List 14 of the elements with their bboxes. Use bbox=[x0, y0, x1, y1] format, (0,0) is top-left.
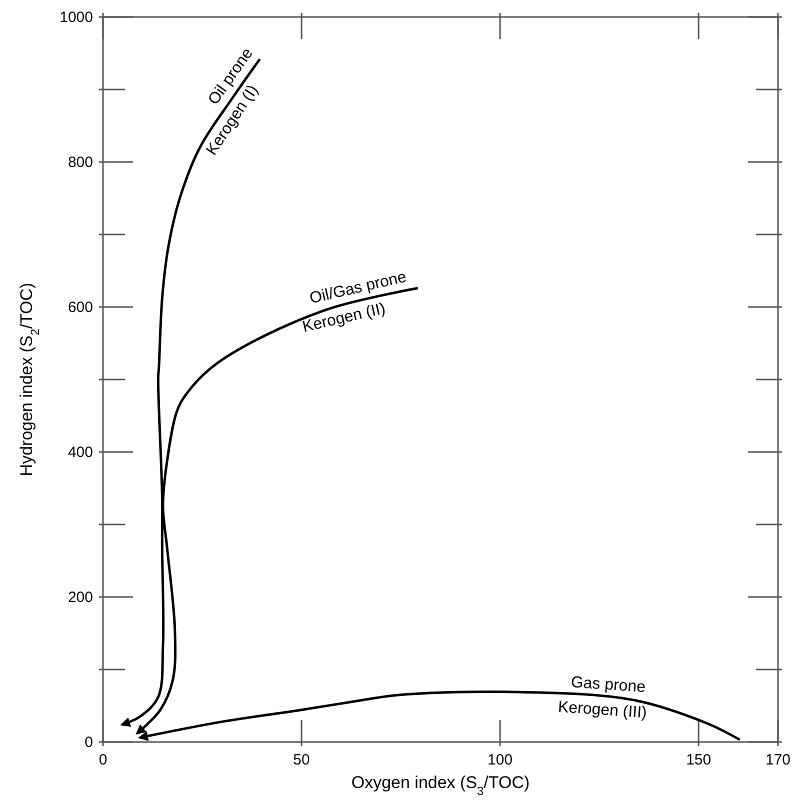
y-tick-label: 600 bbox=[68, 298, 93, 316]
y-tick-label: 400 bbox=[68, 444, 93, 461]
x-tick-label: 50 bbox=[293, 752, 310, 769]
y-tick-label: 800 bbox=[68, 154, 93, 171]
annotation: Gas prone bbox=[570, 674, 646, 696]
y-tick-label: 1000 bbox=[60, 8, 93, 26]
annotation: Kerogen (III) bbox=[557, 698, 648, 722]
x-tick-label: 170 bbox=[765, 752, 791, 769]
x-tick-label: 100 bbox=[488, 752, 513, 769]
x-tick-label: 150 bbox=[686, 752, 712, 769]
x-tick-label: 0 bbox=[98, 752, 108, 769]
y-tick-label: 200 bbox=[68, 588, 93, 606]
x-axis-title: Oxygen index (S$_{3}$/TOC) bbox=[351, 773, 530, 798]
y-tick-label: 0 bbox=[84, 734, 93, 751]
